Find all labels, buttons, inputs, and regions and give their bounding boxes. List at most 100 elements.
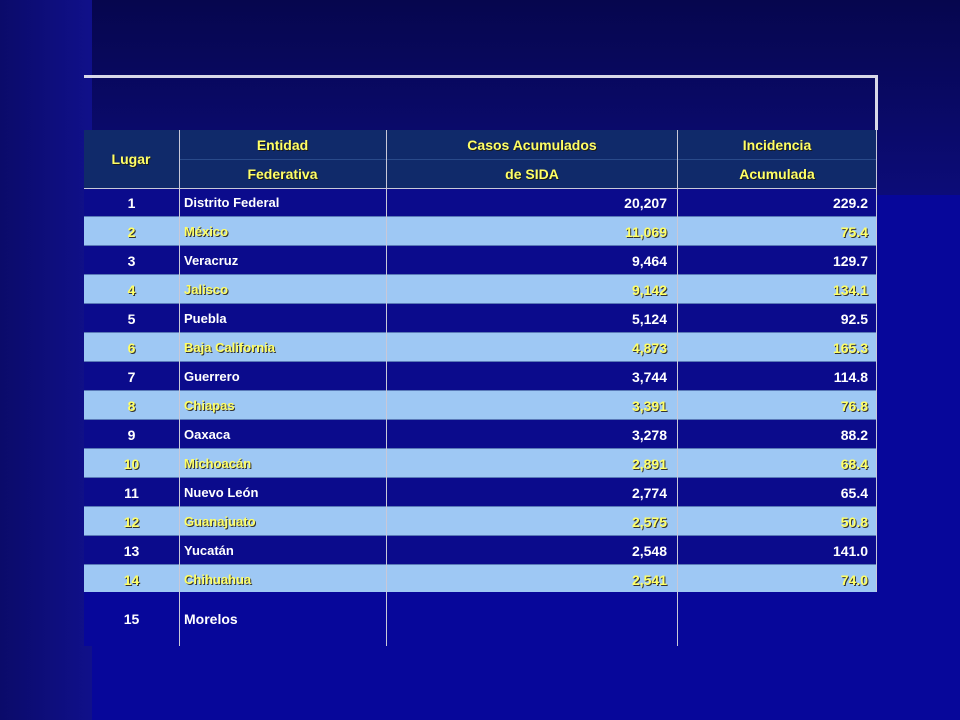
table-row: 15 Morelos [84, 592, 876, 646]
row-divider [84, 535, 876, 536]
header-incidencia-bottom: Acumulada [739, 165, 815, 182]
header-entidad-bottom: Federativa [247, 165, 318, 182]
col-divider-2 [386, 130, 387, 646]
col-divider-3 [677, 130, 678, 646]
cell-casos [388, 592, 667, 646]
table-row: 4 Jalisco 9,142 134.1 [84, 275, 876, 304]
cell-entidad: Guanajuato [184, 514, 256, 529]
table-row: 10 Michoacán 2,891 68.4 [84, 449, 876, 478]
cell-lugar: 15 [123, 611, 140, 627]
header-divider [84, 188, 876, 189]
table-row: 12 Guanajuato 2,575 50.8 [84, 507, 876, 536]
cell-entidad: Baja California [184, 340, 276, 355]
cell-incidencia: 165.3 [832, 339, 868, 356]
cell-entidad: Chihuahua [184, 572, 252, 587]
cell-incidencia: 65.4 [840, 484, 868, 501]
cell-entidad: Nuevo León [184, 485, 259, 500]
table-row: 13 Yucatán 2,548 141.0 [84, 536, 876, 565]
row-divider [84, 477, 876, 478]
row-divider [84, 332, 876, 333]
cell-incidencia: 141.0 [832, 542, 868, 559]
cell-lugar: 3 [127, 252, 136, 269]
cell-lugar: 6 [127, 339, 136, 356]
cell-casos: 2,891 [631, 455, 667, 472]
cell-casos: 3,391 [631, 397, 667, 414]
cell-lugar: 9 [127, 426, 136, 443]
background-left-strip [0, 0, 92, 720]
row-divider [84, 303, 876, 304]
row-divider [84, 506, 876, 507]
cell-lugar: 14 [123, 571, 140, 588]
col-divider-1 [179, 130, 180, 646]
cell-entidad: Morelos [184, 611, 238, 627]
cell-incidencia: 76.8 [840, 397, 868, 414]
title-frame [84, 75, 878, 130]
header-mid-divider [180, 159, 876, 160]
row-divider [84, 564, 876, 565]
cell-incidencia: 74.0 [840, 571, 868, 588]
cell-entidad: Distrito Federal [184, 195, 280, 210]
row-divider [84, 361, 876, 362]
cell-entidad: Puebla [184, 311, 227, 326]
row-divider [84, 390, 876, 391]
cell-lugar: 11 [124, 484, 139, 501]
row-divider [84, 419, 876, 420]
cell-casos: 11,069 [624, 223, 667, 240]
cell-casos: 2,548 [631, 542, 667, 559]
cell-casos: 2,541 [631, 571, 667, 588]
header-entidad-top: Entidad [256, 136, 309, 153]
table-row: 11 Nuevo León 2,774 65.4 [84, 478, 876, 507]
header-casos-bottom: de SIDA [505, 165, 559, 182]
cell-casos: 4,873 [631, 339, 667, 356]
row-divider [84, 448, 876, 449]
table-row: 6 Baja California 4,873 165.3 [84, 333, 876, 362]
cell-casos: 9,142 [631, 281, 667, 298]
table-row: 7 Guerrero 3,744 114.8 [84, 362, 876, 391]
cell-incidencia: 114.8 [833, 368, 868, 385]
cell-entidad: Yucatán [184, 543, 234, 558]
cell-incidencia: 129.7 [832, 252, 868, 269]
cell-incidencia [678, 592, 868, 646]
cell-casos: 3,278 [631, 426, 667, 443]
cell-entidad: México [184, 224, 229, 239]
cell-incidencia: 134.1 [832, 281, 868, 298]
cell-incidencia: 88.2 [840, 426, 868, 443]
cell-lugar: 7 [127, 368, 136, 385]
header-casos-top: Casos Acumulados [467, 136, 597, 153]
row-divider [84, 274, 876, 275]
cell-entidad: Oaxaca [184, 427, 231, 442]
cell-entidad: Veracruz [184, 253, 239, 268]
table-row: 3 Veracruz 9,464 129.7 [84, 246, 876, 275]
cell-casos: 20,207 [624, 194, 667, 211]
cell-entidad: Chiapas [184, 398, 235, 413]
cell-incidencia: 92.5 [840, 310, 868, 327]
col-divider-right [876, 130, 877, 592]
cell-entidad: Michoacán [184, 456, 252, 471]
header-incidencia-top: Incidencia [742, 136, 812, 153]
cell-casos: 3,744 [631, 368, 667, 385]
cell-lugar: 8 [127, 397, 136, 414]
table-row: 9 Oaxaca 3,278 88.2 [84, 420, 876, 449]
cell-lugar: 2 [127, 223, 136, 240]
cell-incidencia: 75.4 [840, 223, 868, 240]
cell-incidencia: 68.4 [840, 455, 868, 472]
cell-casos: 2,774 [631, 484, 667, 501]
cell-entidad: Jalisco [184, 282, 229, 297]
cell-lugar: 12 [123, 513, 140, 530]
cell-lugar: 5 [127, 310, 136, 327]
row-divider [84, 245, 876, 246]
table-row: 5 Puebla 5,124 92.5 [84, 304, 876, 333]
table-row: 14 Chihuahua 2,541 74.0 [84, 565, 876, 594]
row-divider [84, 216, 876, 217]
header-lugar: Lugar [111, 151, 151, 167]
cell-incidencia: 229.2 [832, 194, 868, 211]
cell-lugar: 10 [123, 455, 140, 472]
cell-incidencia: 50.8 [840, 513, 868, 530]
cell-entidad: Guerrero [184, 369, 240, 384]
cell-casos: 2,575 [631, 513, 667, 530]
table-row: 1 Distrito Federal 20,207 229.2 [84, 188, 876, 217]
cell-lugar: 4 [127, 281, 136, 298]
cell-lugar: 1 [127, 194, 136, 211]
table-row: 8 Chiapas 3,391 76.8 [84, 391, 876, 420]
cell-casos: 9,464 [631, 252, 667, 269]
